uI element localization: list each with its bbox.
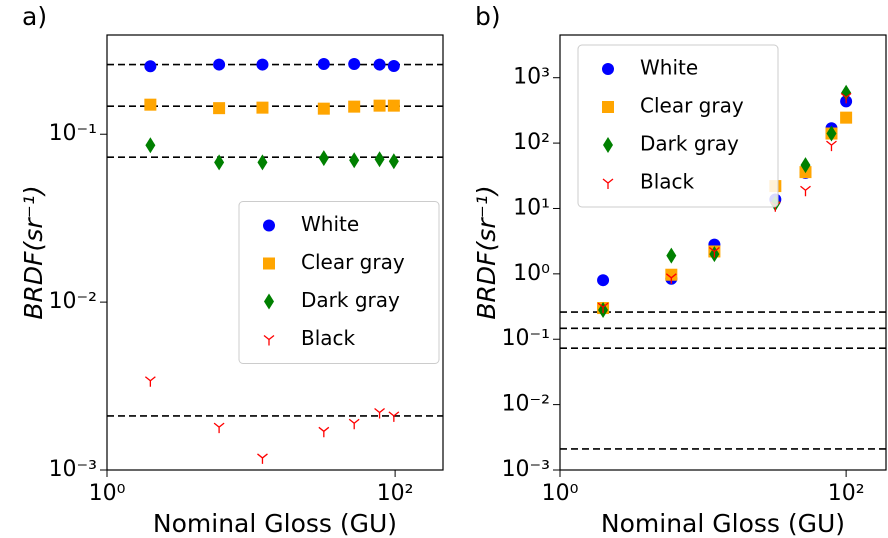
marker xyxy=(387,59,400,72)
marker xyxy=(597,302,609,314)
marker xyxy=(840,111,853,124)
marker xyxy=(841,84,852,101)
marker xyxy=(349,152,360,169)
plot-frame xyxy=(559,34,887,471)
legend-label: Dark gray xyxy=(640,132,739,156)
plot-frame xyxy=(106,34,444,471)
marker xyxy=(213,102,226,115)
marker xyxy=(214,154,225,171)
marker xyxy=(213,58,226,71)
marker xyxy=(145,137,156,154)
marker xyxy=(665,268,678,281)
legend-label: Clear gray xyxy=(640,94,744,118)
x-axis-label: Nominal Gloss (GU) xyxy=(153,509,397,538)
marker xyxy=(213,422,225,434)
y-axis-label: BRDF(sr⁻¹) xyxy=(19,185,48,319)
legend-label: Black xyxy=(640,170,695,194)
y-tick-label: 10¹ xyxy=(513,195,550,220)
marker xyxy=(666,247,677,264)
x-tick-label: 10⁰ xyxy=(89,481,126,506)
panel-label: b) xyxy=(475,2,501,31)
legend-box xyxy=(238,201,440,364)
marker xyxy=(144,98,157,111)
marker xyxy=(348,418,360,430)
marker xyxy=(263,257,275,270)
marker xyxy=(602,101,614,113)
marker xyxy=(800,185,811,197)
marker xyxy=(374,408,385,419)
marker xyxy=(317,102,330,115)
x-tick-label: 10² xyxy=(828,481,865,506)
y-tick-label: 10³ xyxy=(513,65,550,90)
y-axis-label: BRDF(sr⁻¹) xyxy=(472,185,501,319)
marker xyxy=(388,411,400,422)
legend-label: Clear gray xyxy=(301,250,405,274)
marker xyxy=(144,60,157,73)
marker xyxy=(388,153,399,170)
y-tick-label: 10² xyxy=(513,130,550,155)
marker xyxy=(597,274,610,287)
marker xyxy=(144,376,156,387)
marker xyxy=(665,273,677,284)
marker xyxy=(387,99,400,112)
marker xyxy=(826,140,837,152)
marker xyxy=(263,219,275,232)
marker xyxy=(348,58,361,71)
panel-label: a) xyxy=(22,2,47,31)
marker xyxy=(800,157,811,174)
y-tick-label: 10⁻¹ xyxy=(49,121,97,146)
marker xyxy=(256,58,269,71)
marker xyxy=(257,154,268,171)
legend-box xyxy=(577,44,779,208)
y-tick-label: 10⁰ xyxy=(513,261,550,286)
marker xyxy=(256,101,269,114)
y-tick-label: 10⁻³ xyxy=(502,457,550,482)
y-tick-label: 10⁻¹ xyxy=(502,326,550,351)
marker xyxy=(708,246,720,258)
marker xyxy=(318,426,330,438)
marker xyxy=(373,99,386,112)
marker xyxy=(264,293,274,310)
legend-label: Dark gray xyxy=(301,288,400,312)
y-tick-label: 10⁻² xyxy=(502,392,550,417)
marker xyxy=(602,63,614,75)
marker xyxy=(374,151,385,168)
marker xyxy=(373,58,386,71)
x-tick-label: 10² xyxy=(377,481,414,506)
x-axis-label: Nominal Gloss (GU) xyxy=(601,509,845,538)
y-tick-label: 10⁻² xyxy=(49,289,97,314)
marker xyxy=(257,453,268,464)
legend-label: Black xyxy=(301,326,356,350)
marker xyxy=(317,58,330,71)
marker xyxy=(602,178,614,189)
x-tick-label: 10⁰ xyxy=(542,481,579,506)
marker xyxy=(263,334,275,346)
marker xyxy=(348,100,361,113)
marker xyxy=(603,137,613,153)
y-tick-label: 10⁻³ xyxy=(49,457,97,482)
legend-label: White xyxy=(301,212,359,236)
legend-label: White xyxy=(640,56,698,80)
marker xyxy=(318,150,329,167)
marker xyxy=(840,92,852,104)
marker xyxy=(826,125,837,142)
